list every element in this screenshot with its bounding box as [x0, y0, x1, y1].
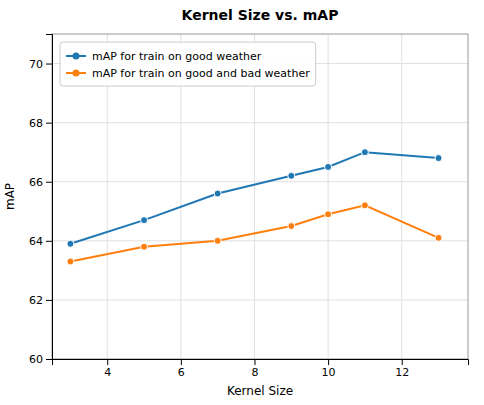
- title: Kernel Size vs. mAP: [182, 7, 339, 23]
- tick-label: 68: [29, 117, 43, 130]
- legend-label: mAP for train on good weather: [92, 50, 262, 63]
- marker: [141, 217, 148, 224]
- tick-mark: [402, 359, 403, 365]
- tick-label: 6: [178, 366, 185, 379]
- y-axis: 60 62 64 66 68 70: [29, 35, 53, 367]
- tick-label: 12: [395, 366, 409, 379]
- tick-mark: [181, 359, 182, 365]
- marker: [214, 190, 221, 197]
- tick: 70: [29, 58, 52, 71]
- series-line: [70, 205, 438, 261]
- x-axis: 4 6 8 10 12: [53, 359, 469, 379]
- grid-line-x: [328, 34, 329, 359]
- tick: 62: [29, 294, 52, 307]
- tick-mark: [46, 241, 52, 242]
- legend-marker: [73, 53, 80, 60]
- tick: 10: [322, 359, 336, 379]
- legend-marker: [73, 70, 80, 77]
- marker: [214, 237, 221, 244]
- plot-frame: [52, 34, 468, 359]
- x-axis-title: Kernel Size: [227, 384, 293, 398]
- grid-line-y: [52, 181, 468, 182]
- tick: 8: [251, 359, 258, 379]
- marker: [361, 202, 368, 209]
- grid-line-y: [52, 122, 468, 123]
- tick-mark: [46, 300, 52, 301]
- marker: [435, 234, 442, 241]
- tick-label: 62: [29, 294, 43, 307]
- plot: 4681012606264666870mAP for train on good…: [29, 34, 469, 379]
- tick-label: 10: [322, 366, 336, 379]
- marker: [288, 223, 295, 230]
- tick-label: 70: [29, 58, 43, 71]
- legend-box: [60, 42, 316, 86]
- tick-mark: [46, 359, 52, 360]
- chart: 4681012606264666870mAP for train on good…: [0, 0, 484, 405]
- marker: [435, 155, 442, 162]
- tick-label: 60: [29, 353, 43, 366]
- tick-label: 64: [29, 235, 43, 248]
- y-axis-title: mAP: [3, 183, 17, 210]
- grid-line-y: [52, 240, 468, 241]
- axis-line: [53, 360, 469, 366]
- tick-mark: [107, 359, 108, 365]
- marker: [141, 243, 148, 250]
- tick: 64: [29, 235, 52, 248]
- marker: [361, 149, 368, 156]
- tick: 12: [395, 359, 409, 379]
- grid: [52, 34, 468, 359]
- legend: mAP for train on good weather mAP for tra…: [60, 42, 316, 86]
- tick-label: 4: [104, 366, 111, 379]
- tick: 68: [29, 117, 52, 130]
- tick: 6: [178, 359, 185, 379]
- tick-mark: [328, 359, 329, 365]
- axis-line: [46, 35, 53, 360]
- legend-item: mAP for train on good and bad weather: [66, 67, 310, 80]
- tick-mark: [254, 359, 255, 365]
- tick-label: 66: [29, 176, 43, 189]
- tick: 4: [104, 359, 111, 379]
- grid-line-y: [52, 299, 468, 300]
- tick: 60: [29, 353, 52, 366]
- marker: [325, 163, 332, 170]
- legend-label: mAP for train on good and bad weather: [92, 67, 310, 80]
- series-line: [70, 152, 438, 244]
- tick-label: 8: [251, 366, 258, 379]
- marker: [325, 211, 332, 218]
- tick-mark: [46, 123, 52, 124]
- marker: [288, 172, 295, 179]
- legend-item: mAP for train on good weather: [66, 50, 262, 63]
- marker: [67, 258, 74, 265]
- grid-line-x: [401, 34, 402, 359]
- marks: [67, 149, 442, 265]
- tick: 66: [29, 176, 52, 189]
- tick-mark: [46, 64, 52, 65]
- tick-mark: [46, 182, 52, 183]
- marker: [67, 240, 74, 247]
